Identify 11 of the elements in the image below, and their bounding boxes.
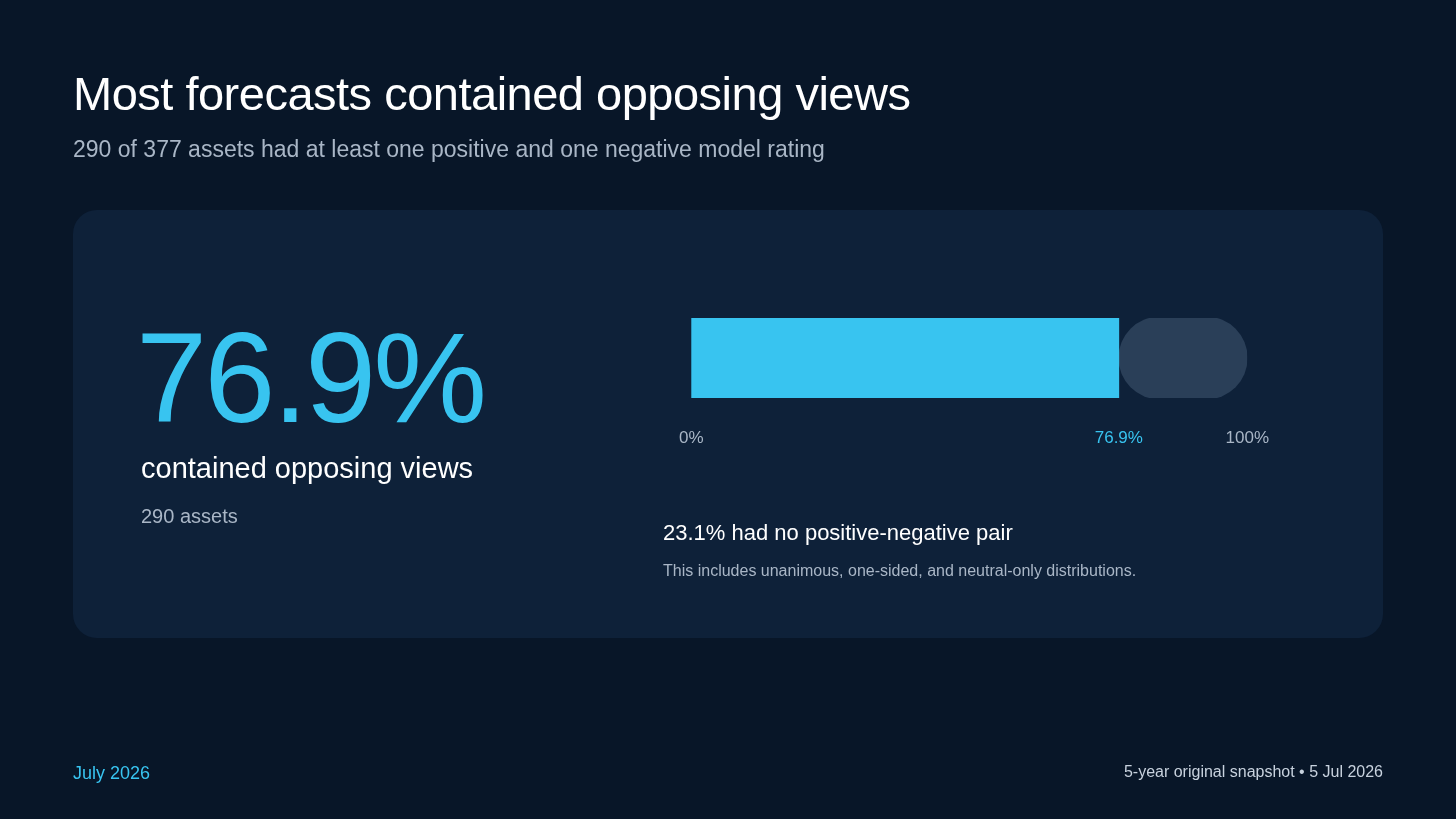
text: This includes unanimous, one-sided, and neutral-only distributions. [663,562,1137,580]
text: contained opposing views [141,452,474,485]
text: 23.1% had no positive-negative pair [663,520,1013,546]
x-tick-label: 0% [679,427,704,447]
chart-title: Most forecasts contained opposing views [73,66,911,121]
text: 290 of 377 assets had at least one positive and one negative model rating [73,136,825,163]
text: 5-year original snapshot • 5 Jul 2026 [1123,763,1383,781]
x-tick-label: 76.9% [1094,427,1143,447]
text: 290 assets [141,505,238,528]
x-tick-label: 100% [1225,427,1269,447]
text: July 2026 [73,763,151,784]
